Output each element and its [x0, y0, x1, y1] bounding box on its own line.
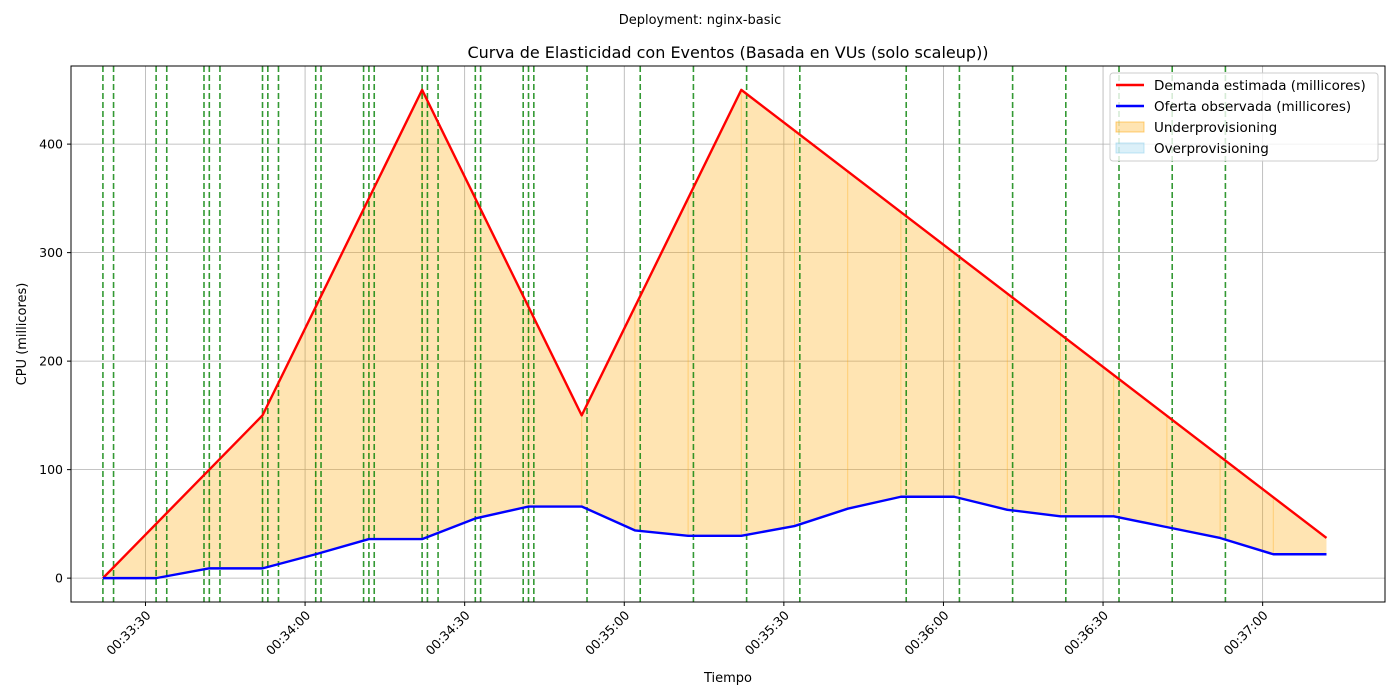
- x-tick-label: 00:33:30: [103, 607, 153, 657]
- series-line: [102, 88, 1328, 579]
- chart-suptitle: Deployment: nginx-basic: [619, 13, 782, 28]
- legend-label: Underprovisioning: [1154, 120, 1277, 136]
- legend-label: Oferta observada (millicores): [1154, 99, 1351, 115]
- x-tick-label: 00:36:00: [901, 607, 951, 657]
- y-tick-label: 400: [39, 137, 63, 152]
- x-tick-label: 00:37:00: [1220, 607, 1270, 657]
- legend-patch-swatch: [1115, 121, 1145, 133]
- y-tick-label: 100: [39, 462, 63, 477]
- underprovisioning-area: [102, 89, 1327, 579]
- legend-label: Overprovisioning: [1154, 141, 1269, 157]
- y-tick-label: 0: [55, 571, 63, 586]
- y-tick-label: 200: [39, 354, 63, 369]
- y-tick-label: 300: [39, 245, 63, 260]
- legend: Demanda estimada (millicores) Oferta obse…: [1109, 72, 1379, 162]
- x-tick-label: 00:34:00: [263, 607, 313, 657]
- legend-label: Demanda estimada (millicores): [1154, 78, 1366, 94]
- x-tick-label: 00:35:00: [582, 607, 632, 657]
- x-axis-label: Tiempo: [703, 671, 752, 686]
- x-tick-label: 00:34:30: [422, 607, 472, 657]
- legend-patch-swatch: [1115, 142, 1145, 154]
- x-tick-label: 00:36:30: [1061, 607, 1111, 657]
- x-tick-label: 00:35:30: [742, 607, 792, 657]
- plot-area: 0 100 200 300 400 00:33:30 00:34:00 00:34:30 00:…: [39, 65, 1386, 658]
- chart-title: Curva de Elasticidad con Eventos (Basada…: [467, 43, 988, 62]
- axes-frame: [70, 65, 1386, 603]
- series-line: [102, 495, 1327, 580]
- legend-box: [1109, 72, 1379, 162]
- y-axis-label: CPU (millicores): [15, 283, 30, 386]
